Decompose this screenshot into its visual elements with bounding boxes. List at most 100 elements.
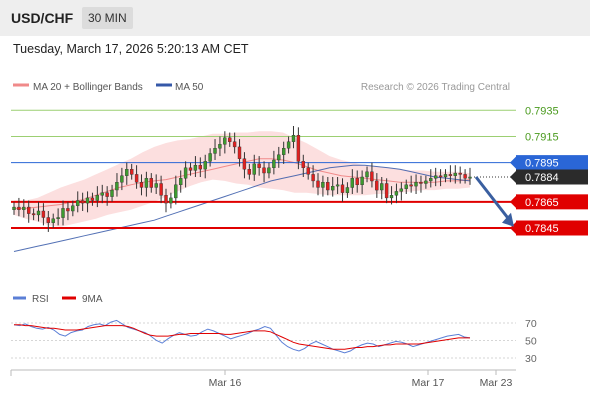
bearish-candle [139,181,144,188]
bearish-candle [237,146,242,159]
bearish-candle [448,174,453,176]
last-price-tag [516,169,588,185]
bullish-candle [120,175,124,183]
bearish-candle [198,164,203,170]
time-axis: Mar 16 Mar 17 Mar 23 [209,370,512,389]
bullish-candle [218,144,222,149]
bearish-candle [370,171,374,182]
bullish-candle [193,164,198,171]
bullish-candle [51,218,55,223]
credit-text: Research © 2026 Trading Central [361,82,510,93]
bullish-candle [178,178,183,186]
bullish-candle [389,195,394,199]
bearish-candle [296,134,301,162]
time-axis-label: Mar 16 [209,377,242,389]
timeframe-button[interactable]: 30 MIN [82,7,133,29]
bullish-candle [213,147,217,154]
ma50-legend-swatch [156,83,172,87]
pivot-level-tag [516,155,588,171]
bearish-candle [41,210,46,218]
ma20-legend-swatch [13,83,29,87]
bearish-candle [105,192,109,197]
support-level-label: 0.7865 [525,197,559,209]
bullish-candle [95,195,100,201]
support-level-tag-arrow [510,195,516,208]
pivot-level-label: 0.7895 [525,158,559,170]
bullish-candle [154,183,158,188]
bullish-candle [414,181,418,187]
bullish-candle [404,184,408,189]
bearish-candle [17,206,21,210]
rsi-ma-line [14,324,470,350]
bullish-candle [203,161,207,170]
target-level-label: 0.7935 [525,105,559,117]
bearish-candle [90,197,95,201]
bullish-candle [335,184,340,187]
bullish-candle [424,180,428,184]
ma50-line [13,164,471,252]
bullish-candle [169,197,173,204]
bearish-candle [311,174,315,182]
bullish-candle [252,163,256,175]
rsi-ma-legend-swatch [62,296,76,300]
bullish-candle [399,188,403,192]
bullish-candle [286,141,291,149]
rsi-tick-label: 50 [525,336,537,348]
bearish-candle [31,213,36,216]
bullish-candle [61,208,65,218]
bullish-candle [100,192,104,196]
bullish-candle [272,159,276,169]
bullish-candle [380,183,384,191]
bearish-candle [164,195,168,204]
bearish-candle [306,167,310,175]
timestamp: Tuesday, March 17, 2026 5:20:13 AM CET [13,42,249,56]
support-level-tag [516,220,588,236]
rsi-panel: 70 50 30 [11,318,537,365]
bullish-candle [183,167,188,179]
rsi-tick-label: 30 [525,353,537,365]
target-level-label: 0.7915 [525,131,559,143]
bearish-candle [27,206,31,214]
bullish-candle [443,174,448,178]
price-panel: 0.7935 0.7915 0.7895 0.7884 0.7865 0.7845 [11,105,588,252]
projection-arrow-head [502,212,514,227]
bullish-candle [360,176,364,186]
bearish-candle [340,184,345,193]
support-level-tag-arrow [510,222,516,234]
last-price-tag-arrow [510,171,516,183]
bearish-candle [129,168,134,175]
bullish-candle [71,205,75,212]
rsi-legend-label: RSI [32,294,49,305]
bullish-candle [56,217,60,219]
bearish-candle [384,183,389,199]
bullish-candle [85,197,90,204]
pivot-level-tag-arrow [510,156,516,169]
bullish-candle [429,178,433,182]
time-axis-label: Mar 17 [412,377,445,389]
bearish-candle [355,178,359,186]
bullish-candle [453,172,457,176]
bullish-candle [115,181,119,191]
header-bar: USD/CHF 30 MIN [0,0,590,36]
bullish-candle [223,137,227,145]
bearish-candle [188,167,193,171]
bearish-candle [134,174,139,183]
bearish-candle [242,158,247,170]
bearish-candle [149,178,154,188]
symbol-label: USD/CHF [11,10,74,26]
bearish-candle [232,141,237,148]
bullish-candle [331,185,335,191]
bullish-candle [174,184,178,199]
projection-arrow-shaft [474,176,512,222]
bullish-candle [365,171,369,178]
bearish-candle [438,175,443,178]
bearish-candle [458,172,462,175]
bullish-candle [267,167,271,174]
bearish-candle [301,161,305,169]
last-price-label: 0.7884 [525,172,559,184]
bullish-candle [345,187,350,193]
rsi-tick-label: 70 [525,318,537,330]
bullish-candle [291,134,296,142]
